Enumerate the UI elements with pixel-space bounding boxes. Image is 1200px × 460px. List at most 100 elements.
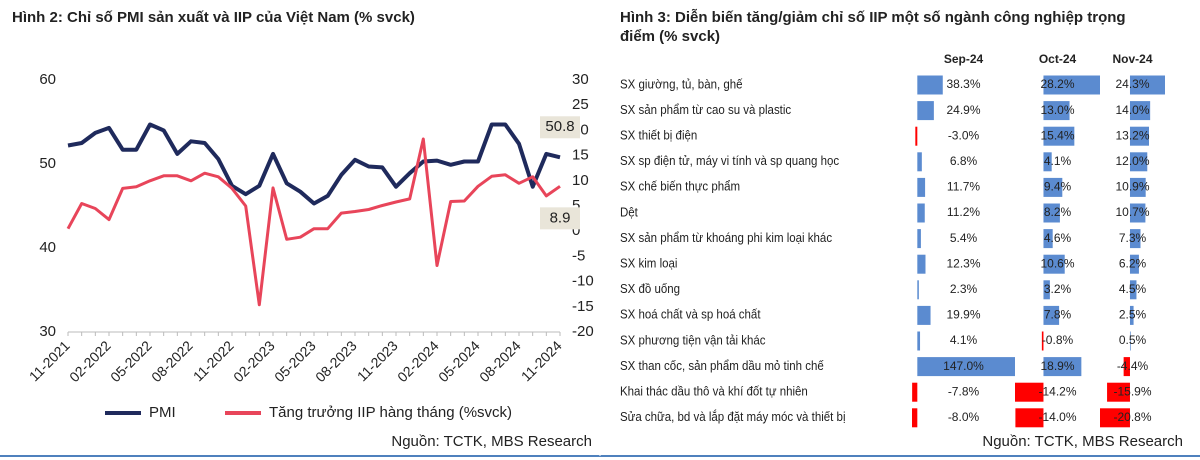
bar	[1043, 101, 1070, 121]
bar	[917, 331, 921, 351]
series-line	[66, 137, 561, 307]
bar	[1123, 357, 1130, 377]
value-label: 7.3%	[1119, 231, 1147, 245]
bar	[1043, 254, 1065, 274]
x-tick-label: 05-2022	[107, 337, 155, 385]
y2-tick-label: 10	[572, 172, 589, 189]
bar	[1129, 203, 1146, 223]
value-label-box	[540, 116, 580, 139]
value-label: 15.4%	[1040, 128, 1074, 142]
x-tick-label: 02-2024	[394, 337, 442, 385]
series-line	[67, 122, 561, 206]
bar	[1043, 152, 1052, 172]
bar	[1129, 254, 1139, 274]
bar	[915, 126, 918, 146]
y2-tick-label: -20	[572, 323, 594, 340]
value-label: 24.3%	[1115, 77, 1149, 91]
bar	[1043, 229, 1053, 249]
value-label: 2.5%	[1119, 308, 1147, 322]
y-tick-label: 50	[39, 155, 56, 172]
value-label: -7.8%	[948, 384, 980, 398]
y2-tick-label: -15	[572, 298, 594, 315]
row-label: Khai thác dầu thô và khí đốt tự nhiên	[620, 384, 808, 399]
value-label: -8.0%	[948, 410, 980, 424]
bar	[1129, 331, 1131, 351]
value-label: -3.0%	[948, 128, 980, 142]
source: Nguồn: TCTK, MBS Research	[391, 433, 592, 450]
value-label: 0.5%	[1119, 333, 1147, 347]
value-label: 24.9%	[946, 103, 980, 117]
legend-label: PMI	[149, 404, 176, 421]
y2-tick-label: -5	[572, 247, 585, 264]
row-label: SX phương tiện vận tải khác	[620, 333, 766, 348]
bar	[1041, 331, 1044, 351]
row-label: SX hoá chất và sp hoá chất	[620, 307, 761, 322]
value-label: 11.7%	[947, 180, 980, 194]
y2-tick-label: -10	[572, 273, 594, 290]
value-label: 10.6%	[1040, 256, 1074, 270]
value-label: 6.2%	[1119, 256, 1147, 270]
y-tick-label: 30	[39, 323, 56, 340]
value-label: 13.2%	[1115, 128, 1149, 142]
value-label-box	[540, 207, 580, 230]
value-label: 18.9%	[1040, 359, 1074, 373]
value-label: 4.1%	[1044, 154, 1072, 168]
bar	[1043, 75, 1100, 95]
bar	[917, 254, 926, 274]
bar	[917, 101, 934, 121]
x-tick-label: 08-2023	[312, 337, 360, 385]
value-label: -14.2%	[1038, 384, 1076, 398]
value-label: -4.4%	[1117, 359, 1149, 373]
bar	[917, 177, 926, 197]
bar	[1129, 280, 1137, 300]
bar	[1015, 408, 1044, 428]
bar	[1043, 305, 1060, 325]
bar	[917, 229, 921, 249]
row-label: SX giường, tủ, bàn, ghế	[620, 77, 743, 92]
row-label: SX sp điện tử, máy vi tính và sp quang h…	[620, 154, 839, 169]
value-label: 12.0%	[1115, 154, 1149, 168]
row-label: Sửa chữa, bd và lắp đặt máy móc và thiết…	[620, 409, 846, 425]
column-header: Sep-24	[944, 52, 984, 66]
row-label: Dệt	[620, 205, 639, 220]
value-label: 8.9	[550, 209, 571, 226]
bar	[912, 408, 918, 428]
value-label: -20.8%	[1113, 410, 1151, 424]
x-tick-label: 08-2022	[148, 337, 196, 385]
value-label: 14.0%	[1115, 103, 1149, 117]
bar	[1043, 177, 1063, 197]
y2-tick-label: 30	[572, 71, 589, 88]
value-label: 8.2%	[1044, 205, 1072, 219]
bar	[1043, 357, 1082, 377]
source: Nguồn: TCTK, MBS Research	[982, 433, 1183, 450]
row-label: SX sản phẩm từ khoáng phi kim loại khác	[620, 230, 832, 245]
bar	[1015, 382, 1044, 402]
value-label: 4.6%	[1044, 231, 1072, 245]
value-label: 28.2%	[1040, 77, 1074, 91]
value-label: 7.8%	[1044, 308, 1072, 322]
y2-tick-label: 15	[572, 147, 589, 164]
bar	[1129, 75, 1165, 95]
value-label: 9.4%	[1044, 180, 1072, 194]
column-header: Nov-24	[1112, 52, 1152, 66]
x-tick-label: 02-2023	[230, 337, 278, 385]
row-label: SX than cốc, sản phẩm dầu mỏ tinh chế	[620, 358, 824, 373]
bar	[917, 75, 943, 95]
y-tick-label: 40	[39, 239, 56, 256]
value-label: -14.0%	[1038, 410, 1076, 424]
y2-tick-label: 5	[572, 197, 580, 214]
bar	[1100, 408, 1130, 428]
bar	[912, 382, 918, 402]
value-label: 2.3%	[950, 282, 978, 296]
value-label: 11.2%	[947, 205, 980, 219]
value-label: 4.1%	[950, 333, 978, 347]
value-label: 5.4%	[950, 231, 978, 245]
bar	[1129, 177, 1146, 197]
bar	[1043, 126, 1075, 146]
value-label: 13.0%	[1040, 103, 1074, 117]
x-tick-label: 08-2024	[476, 337, 524, 385]
bar	[1129, 101, 1151, 121]
bar	[917, 280, 919, 300]
x-tick-label: 05-2023	[271, 337, 319, 385]
